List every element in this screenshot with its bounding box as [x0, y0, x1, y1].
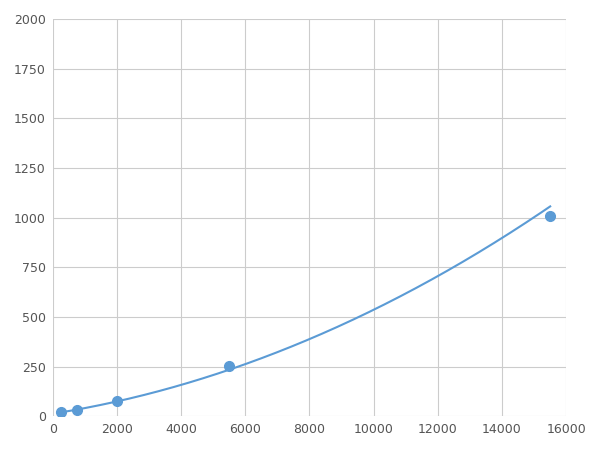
Point — [56, 409, 65, 416]
Point — [545, 212, 555, 219]
Point — [72, 407, 82, 414]
Point — [224, 362, 234, 369]
Point — [112, 398, 122, 405]
